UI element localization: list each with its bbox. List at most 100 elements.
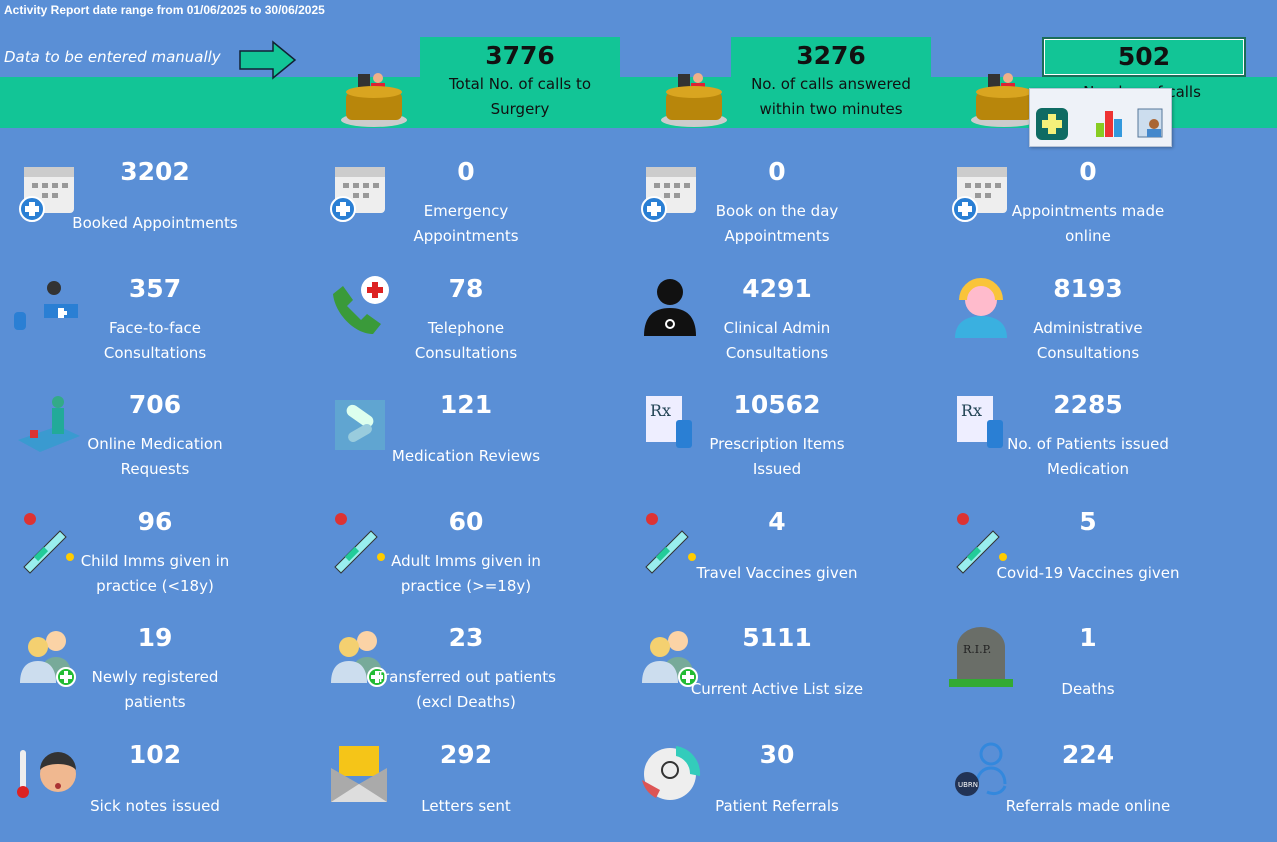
stat-label: Consultations: [725, 343, 829, 362]
users-add-icon: [642, 631, 698, 688]
stat-label: Telephone: [427, 318, 505, 337]
svg-text:Rx: Rx: [961, 401, 982, 420]
stat-label: Current Active List size: [690, 680, 864, 699]
syringe-icon: [956, 512, 1007, 574]
kpi-value: 502: [1117, 42, 1171, 71]
stat-value: 0: [1079, 157, 1097, 186]
stat-value: 357: [128, 273, 182, 303]
arrow-right-icon: [239, 40, 297, 80]
prescription-icon: Rx: [957, 396, 1003, 449]
kpi-label: Surgery: [490, 100, 550, 118]
receptionist-icon: [341, 73, 407, 127]
stat-label: Administrative: [1033, 318, 1143, 337]
stat-tile: 292 Letters sent: [311, 720, 622, 836]
svg-text:Rx: Rx: [650, 401, 671, 420]
prescription-icon: Rx: [646, 396, 692, 449]
receptionist-icon: [971, 73, 1037, 127]
pharmacist-icon: [18, 396, 80, 453]
medical-cross-icon[interactable]: [1036, 108, 1068, 140]
syringe-icon: [645, 512, 696, 574]
envelope-icon: [331, 746, 387, 802]
stat-tile: 60 Adult Imms given in practice (>=18y): [311, 487, 622, 603]
calendar-icon: [19, 167, 74, 222]
stat-tile: 0 Emergency Appointments: [311, 137, 622, 253]
stat-label: Transferred out patients: [376, 668, 556, 687]
stat-label: Booked Appointments: [72, 214, 238, 232]
stat-label: Consultations: [103, 343, 207, 362]
kpi-value: 3276: [796, 41, 866, 70]
stat-tile: 0 Book on the day Appointments: [622, 137, 933, 253]
calendar-icon: [952, 167, 1007, 222]
stat-label: Travel Vaccines given: [696, 563, 858, 582]
stat-label: Medication Reviews: [391, 447, 541, 466]
stat-tile: 0 Appointments made online: [933, 137, 1244, 253]
stat-label: online: [1065, 227, 1111, 245]
syringe-icon: [334, 512, 385, 574]
stat-label: patients: [124, 693, 186, 712]
stat-value: 10562: [733, 390, 821, 420]
stat-label: Appointments: [724, 227, 830, 245]
stat-label: (excl Deaths): [416, 693, 516, 712]
stat-value: 96: [137, 506, 173, 536]
stat-label: No. of Patients issued: [1007, 435, 1169, 454]
operator-icon: [955, 277, 1007, 338]
report-title: Activity Report date range from 01/06/20…: [4, 3, 325, 17]
doctor-icon: [644, 278, 696, 336]
stat-label: practice (>=18y): [400, 576, 532, 595]
stat-tile: Rx 10562 Prescription Items Issued: [622, 370, 933, 486]
stat-value: 30: [759, 740, 795, 769]
stat-value: 1: [1079, 623, 1097, 653]
stat-label: Clinical Admin: [723, 318, 831, 337]
stat-label: Book on the day: [715, 202, 839, 220]
kpi-missed-calls-selected-cell[interactable]: 502: [1042, 37, 1246, 77]
stat-tile: 357 Face-to-face Consultations: [0, 254, 311, 370]
stat-value: 2285: [1053, 390, 1123, 420]
stat-tile: 8193 Administrative Consultations: [933, 254, 1244, 370]
stat-label: Issued: [752, 460, 802, 479]
stat-label: Referrals made online: [1005, 797, 1171, 815]
stat-value: 4: [768, 506, 786, 536]
svg-text:UBRN: UBRN: [958, 781, 978, 789]
stat-value: 0: [768, 157, 786, 186]
phone-icon: [333, 275, 389, 334]
stat-label: Emergency: [423, 202, 509, 220]
kpi-value: 3776: [485, 41, 555, 70]
stat-label: Requests: [120, 460, 190, 479]
bar-chart-icon[interactable]: [1094, 107, 1126, 139]
gravestone-icon: R.I.P.: [949, 627, 1013, 688]
stat-value: 102: [128, 740, 182, 769]
stat-tile: 4291 Clinical Admin Consultations: [622, 254, 933, 370]
stat-tile: 96 Child Imms given in practice (<18y): [0, 487, 311, 603]
stat-value: 8193: [1053, 273, 1123, 303]
stat-tile: R.I.P. 1 Deaths: [933, 603, 1244, 719]
stat-value: 4291: [742, 273, 812, 303]
stat-value: 121: [439, 390, 493, 420]
svg-text:R.I.P.: R.I.P.: [963, 643, 991, 656]
stat-label: Consultations: [1036, 343, 1140, 362]
kpi-label: within two minutes: [759, 100, 903, 118]
stat-value: 292: [439, 740, 493, 769]
stat-tile: 19 Newly registered patients: [0, 603, 311, 719]
kpi-answered-calls[interactable]: 3276 No. of calls answered within two mi…: [731, 37, 931, 128]
contact-book-icon[interactable]: [1134, 107, 1166, 139]
kpi-total-calls[interactable]: 3776 Total No. of calls to Surgery: [420, 37, 620, 128]
stat-label: Adult Imms given in: [391, 551, 541, 570]
stat-value: 5: [1079, 506, 1097, 536]
kpi-label: Total No. of calls to: [448, 75, 592, 93]
stat-tile: 78 Telephone Consultations: [311, 254, 622, 370]
syringe-icon: [23, 512, 74, 574]
pills-icon: [335, 400, 385, 451]
stat-value: 78: [448, 273, 484, 303]
calendar-icon: [330, 167, 385, 222]
stat-label: Patient Referrals: [715, 797, 839, 815]
stat-value: 19: [137, 623, 173, 653]
stat-label: Deaths: [1061, 680, 1115, 699]
stat-tile: 121 Medication Reviews: [311, 370, 622, 486]
quick-actions-popup: [1029, 88, 1172, 147]
stat-label: Child Imms given in: [80, 551, 230, 570]
receptionist-icon: [661, 73, 727, 127]
stat-tile: UBRN 224 Referrals made online: [933, 720, 1244, 836]
stat-label: Appointments: [413, 227, 519, 245]
stat-label: practice (<18y): [96, 576, 214, 595]
manual-note: Data to be entered manually: [4, 48, 221, 66]
